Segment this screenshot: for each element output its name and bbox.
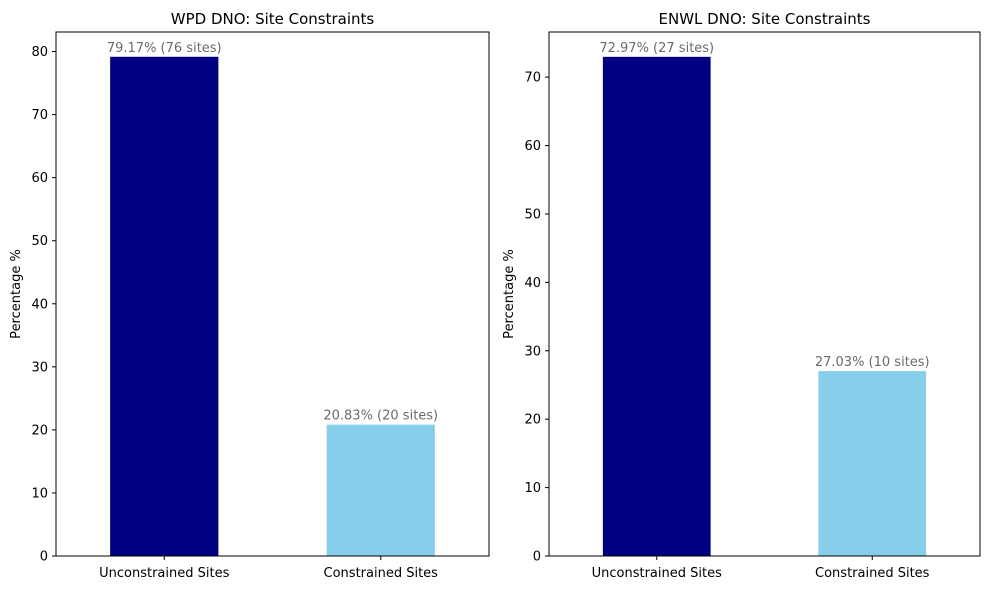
x-tick-label: Constrained Sites <box>815 566 930 581</box>
bar-unconstrained-sites <box>602 56 711 557</box>
y-tick-label: 20 <box>31 423 48 438</box>
y-tick-label: 60 <box>31 171 48 186</box>
bar-unconstrained-sites <box>110 56 219 557</box>
y-tick-label: 30 <box>31 360 48 375</box>
y-axis-label: Percentage % <box>502 249 517 339</box>
bar-data-label: 79.17% (76 sites) <box>107 41 222 56</box>
chart-title: WPD DNO: Site Constraints <box>171 10 375 28</box>
y-tick-label: 60 <box>524 139 541 154</box>
x-tick-label: Unconstrained Sites <box>99 566 229 581</box>
y-tick-label: 40 <box>31 297 48 312</box>
y-tick-label: 30 <box>524 344 541 359</box>
y-tick-label: 0 <box>533 550 541 565</box>
y-tick-label: 50 <box>31 234 48 249</box>
bar-data-label: 72.97% (27 sites) <box>599 41 714 56</box>
axes-frame <box>548 31 981 557</box>
y-tick-label: 0 <box>40 550 48 565</box>
y-tick-label: 70 <box>31 108 48 123</box>
y-tick-label: 10 <box>31 486 48 501</box>
y-tick-label: 50 <box>524 207 541 222</box>
bar-constrained-sites <box>326 424 435 556</box>
y-tick-label: 80 <box>31 45 48 60</box>
y-tick-label: 70 <box>524 71 541 86</box>
y-tick-label: 10 <box>524 481 541 496</box>
chart-title: ENWL DNO: Site Constraints <box>659 10 871 28</box>
bar-constrained-sites <box>818 371 927 556</box>
y-tick-label: 40 <box>524 276 541 291</box>
bar-data-label: 20.83% (20 sites) <box>323 409 438 424</box>
y-tick-label: 20 <box>524 413 541 428</box>
bar-data-label: 27.03% (10 sites) <box>815 355 930 370</box>
x-tick-label: Unconstrained Sites <box>592 566 722 581</box>
chart-panel-1: WPD DNO: Site Constraints 0 10 20 30 40 50 60 70… <box>9 10 490 581</box>
chart-panel-2: ENWL DNO: Site Constraints 0 10 20 30 40 50 60 7… <box>502 10 981 581</box>
axes-frame <box>55 31 490 557</box>
x-tick-label: Constrained Sites <box>324 566 439 581</box>
y-axis-label: Percentage % <box>9 249 24 339</box>
